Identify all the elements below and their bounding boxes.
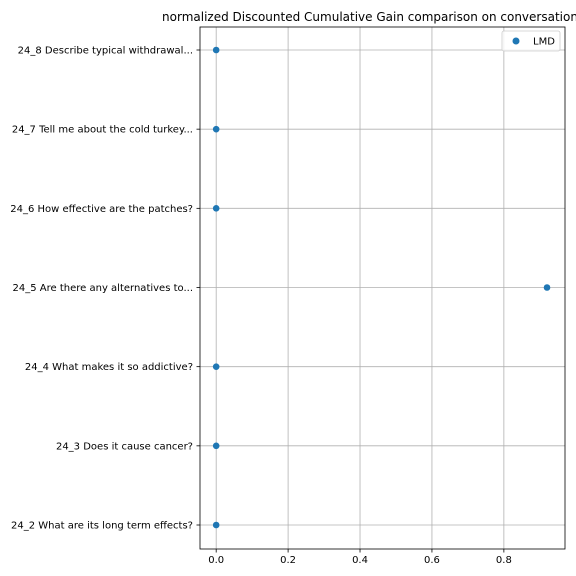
- y-tick-label: 24_5 Are there any alternatives to...: [13, 283, 193, 294]
- scatter-point: [212, 521, 220, 529]
- y-tick-label: 24_2 What are its long term effects?: [11, 521, 193, 532]
- x-tick-label: 0.0: [208, 555, 224, 566]
- legend-box: [501, 30, 561, 52]
- x-tick-label: 0.4: [352, 555, 368, 566]
- scatter-point: [212, 46, 220, 54]
- y-tick-label: 24_8 Describe typical withdrawal...: [18, 46, 193, 57]
- legend-marker: [512, 37, 520, 45]
- scatter-point: [212, 125, 220, 133]
- x-tick-label: 0.2: [280, 555, 296, 566]
- x-tick-label: 0.6: [424, 555, 440, 566]
- y-tick-label: 24_3 Does it cause cancer?: [56, 441, 193, 452]
- grid: [200, 27, 565, 549]
- legend: LMD: [501, 30, 561, 52]
- scatter-point: [212, 363, 220, 370]
- y-tick-label: 24_4 What makes it so addictive?: [25, 362, 193, 373]
- x-axis: 0.0 0.2 0.4 0.6 0.8: [208, 549, 512, 566]
- chart-title: normalized Discounted Cumulative Gain co…: [162, 10, 576, 24]
- scatter-point: [212, 205, 220, 212]
- scatter-point: [543, 284, 551, 291]
- scatter-point: [212, 442, 220, 450]
- y-axis: 24_8 Describe typical withdrawal... 24_7 …: [10, 46, 200, 532]
- plot-area: [199, 26, 566, 550]
- x-tick-label: 0.8: [496, 555, 512, 566]
- y-tick-label: 24_7 Tell me about the cold turkey...: [12, 125, 193, 136]
- y-tick-label: 24_6 How effective are the patches?: [10, 204, 193, 215]
- legend-label: LMD: [533, 37, 555, 48]
- data-points: [212, 46, 551, 529]
